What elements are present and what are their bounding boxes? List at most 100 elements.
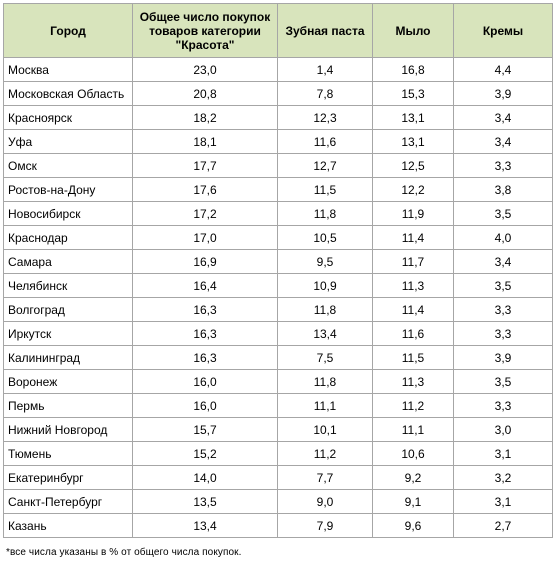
cell-city: Омск [3, 153, 133, 178]
cell-city: Волгоград [3, 297, 133, 322]
cell-total-beauty: 17,2 [132, 201, 278, 226]
cell-city: Красноярск [3, 105, 133, 130]
cell-toothpaste: 13,4 [277, 321, 373, 346]
table-row: Омск 17,7 12,7 12,5 3,3 [3, 153, 553, 178]
cell-total-beauty: 23,0 [132, 57, 278, 82]
cell-city: Нижний Новгород [3, 417, 133, 442]
cell-total-beauty: 20,8 [132, 81, 278, 106]
table-row: Екатеринбург 14,0 7,7 9,2 3,2 [3, 465, 553, 490]
cell-total-beauty: 16,4 [132, 273, 278, 298]
cell-creams: 3,1 [453, 441, 553, 466]
cell-city: Челябинск [3, 273, 133, 298]
cell-creams: 3,2 [453, 465, 553, 490]
cell-toothpaste: 7,9 [277, 513, 373, 538]
table-row: Санкт-Петербург 13,5 9,0 9,1 3,1 [3, 489, 553, 514]
cell-total-beauty: 16,3 [132, 297, 278, 322]
cell-city: Новосибирск [3, 201, 133, 226]
column-header-soap: Мыло [372, 3, 454, 58]
cell-city: Тюмень [3, 441, 133, 466]
cell-city: Иркутск [3, 321, 133, 346]
cell-toothpaste: 7,7 [277, 465, 373, 490]
table-row: Иркутск 16,3 13,4 11,6 3,3 [3, 321, 553, 346]
cell-city: Казань [3, 513, 133, 538]
table-row: Новосибирск 17,2 11,8 11,9 3,5 [3, 201, 553, 226]
cell-creams: 3,3 [453, 153, 553, 178]
cell-creams: 3,4 [453, 129, 553, 154]
table-row: Нижний Новгород 15,7 10,1 11,1 3,0 [3, 417, 553, 442]
cell-creams: 3,9 [453, 81, 553, 106]
cell-toothpaste: 12,3 [277, 105, 373, 130]
table-row: Калининград 16,3 7,5 11,5 3,9 [3, 345, 553, 370]
cell-soap: 10,6 [372, 441, 454, 466]
cell-total-beauty: 13,5 [132, 489, 278, 514]
table-row: Красноярск 18,2 12,3 13,1 3,4 [3, 105, 553, 130]
table-row: Тюмень 15,2 11,2 10,6 3,1 [3, 441, 553, 466]
cell-toothpaste: 11,8 [277, 369, 373, 394]
table-row: Московская Область 20,8 7,8 15,3 3,9 [3, 81, 553, 106]
cell-soap: 11,7 [372, 249, 454, 274]
cell-soap: 16,8 [372, 57, 454, 82]
cell-soap: 11,4 [372, 297, 454, 322]
cell-soap: 13,1 [372, 105, 454, 130]
cell-toothpaste: 11,8 [277, 201, 373, 226]
cell-creams: 3,9 [453, 345, 553, 370]
table-row: Самара 16,9 9,5 11,7 3,4 [3, 249, 553, 274]
cell-city: Калининград [3, 345, 133, 370]
cell-soap: 11,4 [372, 225, 454, 250]
table-row: Краснодар 17,0 10,5 11,4 4,0 [3, 225, 553, 250]
cell-soap: 11,6 [372, 321, 454, 346]
cell-soap: 12,5 [372, 153, 454, 178]
cell-city: Пермь [3, 393, 133, 418]
table-row: Пермь 16,0 11,1 11,2 3,3 [3, 393, 553, 418]
cell-total-beauty: 16,0 [132, 393, 278, 418]
cell-total-beauty: 13,4 [132, 513, 278, 538]
cell-city: Краснодар [3, 225, 133, 250]
cell-city: Уфа [3, 129, 133, 154]
cell-city: Ростов-на-Дону [3, 177, 133, 202]
cell-total-beauty: 18,2 [132, 105, 278, 130]
cell-creams: 3,8 [453, 177, 553, 202]
cell-creams: 3,3 [453, 393, 553, 418]
cell-total-beauty: 14,0 [132, 465, 278, 490]
cell-creams: 3,4 [453, 249, 553, 274]
cell-toothpaste: 10,5 [277, 225, 373, 250]
cell-soap: 9,6 [372, 513, 454, 538]
footnote: *все числа указаны в % от общего числа п… [6, 547, 242, 558]
cell-creams: 3,3 [453, 321, 553, 346]
cell-soap: 11,3 [372, 273, 454, 298]
column-header-creams: Кремы [453, 3, 553, 58]
cell-creams: 3,3 [453, 297, 553, 322]
cell-total-beauty: 16,3 [132, 345, 278, 370]
table-row: Воронеж 16,0 11,8 11,3 3,5 [3, 369, 553, 394]
cell-creams: 3,0 [453, 417, 553, 442]
cell-soap: 11,3 [372, 369, 454, 394]
cell-creams: 3,1 [453, 489, 553, 514]
cell-city: Московская Область [3, 81, 133, 106]
cell-toothpaste: 7,5 [277, 345, 373, 370]
cell-toothpaste: 9,5 [277, 249, 373, 274]
cell-city: Екатеринбург [3, 465, 133, 490]
cell-toothpaste: 11,1 [277, 393, 373, 418]
cell-toothpaste: 9,0 [277, 489, 373, 514]
cell-city: Самара [3, 249, 133, 274]
cell-soap: 15,3 [372, 81, 454, 106]
cell-toothpaste: 7,8 [277, 81, 373, 106]
cell-total-beauty: 16,3 [132, 321, 278, 346]
table-row: Уфа 18,1 11,6 13,1 3,4 [3, 129, 553, 154]
cell-total-beauty: 16,0 [132, 369, 278, 394]
cell-soap: 9,2 [372, 465, 454, 490]
table-row: Казань 13,4 7,9 9,6 2,7 [3, 513, 553, 538]
column-header-toothpaste: Зубная паста [277, 3, 373, 58]
cell-toothpaste: 10,1 [277, 417, 373, 442]
column-header-city: Город [3, 3, 133, 58]
cell-creams: 3,5 [453, 201, 553, 226]
cell-total-beauty: 17,0 [132, 225, 278, 250]
cell-soap: 9,1 [372, 489, 454, 514]
purchases-table: Город Общее число покупок товаров катего… [3, 3, 553, 538]
cell-city: Санкт-Петербург [3, 489, 133, 514]
cell-toothpaste: 11,8 [277, 297, 373, 322]
cell-creams: 4,0 [453, 225, 553, 250]
cell-city: Москва [3, 57, 133, 82]
cell-creams: 4,4 [453, 57, 553, 82]
cell-soap: 11,2 [372, 393, 454, 418]
